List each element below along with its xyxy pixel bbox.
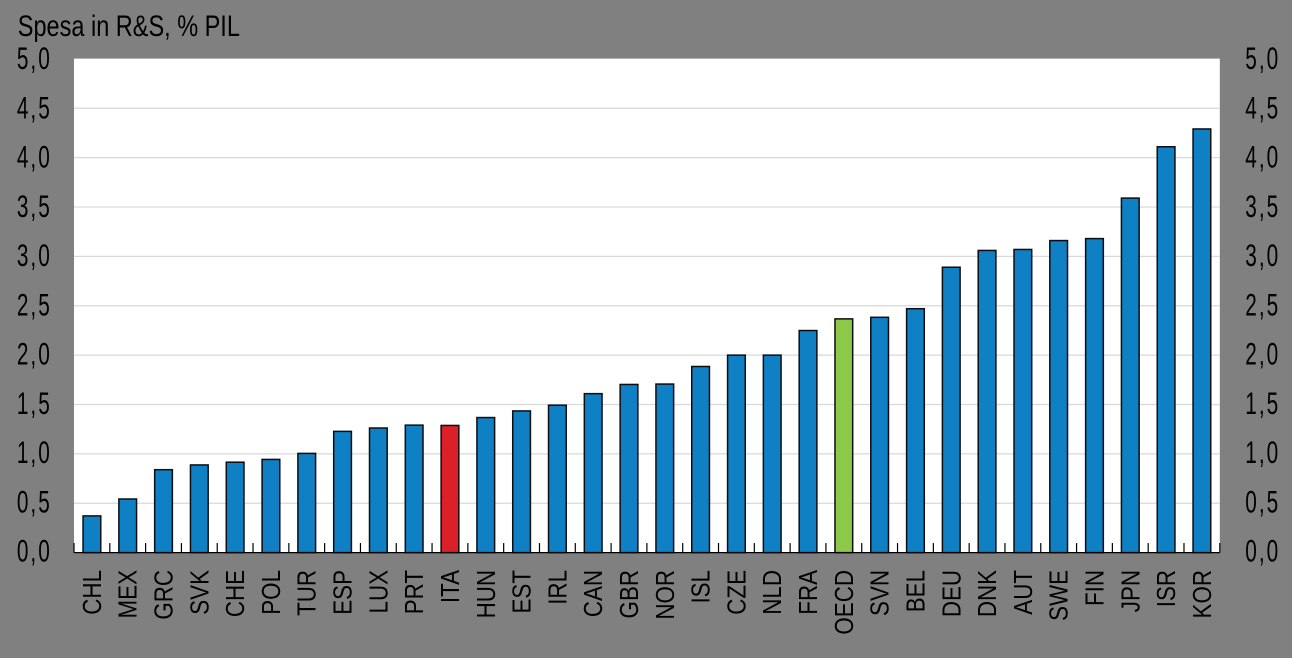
svg-text:1,0: 1,0 xyxy=(17,435,52,470)
svg-text:3,0: 3,0 xyxy=(1245,238,1280,273)
svg-text:0,0: 0,0 xyxy=(17,533,52,568)
svg-text:LUX: LUX xyxy=(365,570,394,613)
svg-text:1,0: 1,0 xyxy=(1245,435,1280,470)
svg-text:SVN: SVN xyxy=(866,570,895,616)
svg-text:POL: POL xyxy=(257,570,286,615)
svg-text:2,0: 2,0 xyxy=(17,336,52,371)
svg-text:ITA: ITA xyxy=(436,569,465,603)
svg-text:2,5: 2,5 xyxy=(1245,287,1280,322)
svg-text:3,0: 3,0 xyxy=(17,238,52,273)
svg-text:BEL: BEL xyxy=(902,570,931,612)
svg-text:1,5: 1,5 xyxy=(17,385,52,420)
svg-text:5,0: 5,0 xyxy=(17,41,52,76)
svg-text:Spesa in R&S, % PIL: Spesa in R&S, % PIL xyxy=(18,9,240,42)
svg-text:HUN: HUN xyxy=(472,570,501,618)
svg-text:4,5: 4,5 xyxy=(1245,90,1280,125)
svg-text:IRL: IRL xyxy=(544,570,573,605)
svg-text:JPN: JPN xyxy=(1117,570,1146,612)
svg-text:CZE: CZE xyxy=(723,570,752,615)
svg-text:DEU: DEU xyxy=(938,570,967,617)
svg-text:NOR: NOR xyxy=(651,570,680,620)
svg-text:1,5: 1,5 xyxy=(1245,385,1280,420)
svg-text:TUR: TUR xyxy=(293,570,322,616)
svg-text:FRA: FRA xyxy=(795,569,824,614)
svg-text:4,0: 4,0 xyxy=(17,139,52,174)
svg-text:MEX: MEX xyxy=(114,570,143,618)
svg-text:AUT: AUT xyxy=(1009,570,1038,615)
svg-text:SVK: SVK xyxy=(186,570,215,615)
svg-text:3,5: 3,5 xyxy=(1245,188,1280,223)
svg-text:0,5: 0,5 xyxy=(17,484,52,519)
svg-text:ISR: ISR xyxy=(1153,570,1182,607)
svg-text:CHE: CHE xyxy=(222,570,251,617)
svg-text:3,5: 3,5 xyxy=(17,188,52,223)
svg-text:4,5: 4,5 xyxy=(17,90,52,125)
svg-text:NLD: NLD xyxy=(759,570,788,615)
svg-text:CAN: CAN xyxy=(580,570,609,617)
svg-text:2,0: 2,0 xyxy=(1245,336,1280,371)
svg-text:4,0: 4,0 xyxy=(1245,139,1280,174)
svg-text:GRC: GRC xyxy=(150,570,179,620)
svg-text:DNK: DNK xyxy=(974,570,1003,617)
svg-text:0,5: 0,5 xyxy=(1245,484,1280,519)
svg-text:OECD: OECD xyxy=(830,570,859,635)
svg-text:FIN: FIN xyxy=(1081,570,1110,606)
svg-text:GBR: GBR xyxy=(615,570,644,618)
svg-text:2,5: 2,5 xyxy=(17,287,52,322)
svg-text:PRT: PRT xyxy=(401,570,430,614)
svg-text:0,0: 0,0 xyxy=(1245,533,1280,568)
svg-text:KOR: KOR xyxy=(1188,570,1217,618)
svg-text:CHL: CHL xyxy=(78,570,107,615)
svg-text:ESP: ESP xyxy=(329,570,358,615)
svg-text:EST: EST xyxy=(508,570,537,614)
svg-text:ISL: ISL xyxy=(687,570,716,604)
svg-text:SWE: SWE xyxy=(1045,570,1074,621)
svg-text:5,0: 5,0 xyxy=(1245,41,1280,76)
